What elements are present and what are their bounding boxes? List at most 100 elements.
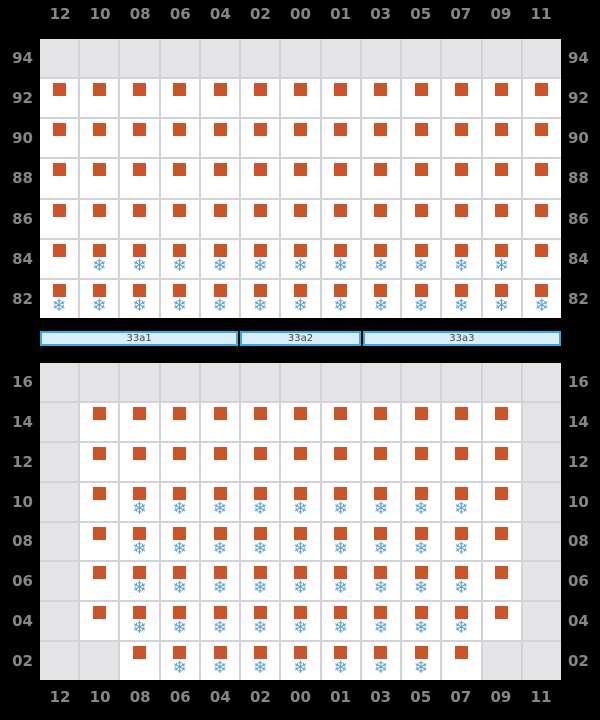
bay-cell[interactable]: ❄ [281, 562, 320, 601]
bay-cell[interactable]: ❄ [522, 279, 561, 318]
bay-cell[interactable]: ❄ [200, 239, 240, 278]
bay-cell[interactable]: ❄ [361, 522, 401, 561]
bay-cell[interactable] [241, 402, 280, 441]
bay-cell[interactable]: ❄ [160, 562, 199, 601]
bay-cell[interactable]: ❄ [160, 482, 199, 521]
bay-cell[interactable] [120, 402, 159, 441]
bay-cell[interactable]: ❄ [80, 239, 119, 278]
bay-cell[interactable]: ❄ [281, 239, 320, 278]
bay-cell[interactable] [482, 159, 521, 198]
bay-cell[interactable] [160, 442, 199, 481]
bay-cell[interactable]: ❄ [482, 279, 521, 318]
bay-cell[interactable] [40, 119, 79, 158]
bay-cell[interactable] [442, 119, 481, 158]
bay-cell[interactable]: ❄ [321, 279, 360, 318]
bay-cell[interactable]: ❄ [200, 482, 240, 521]
bay-cell[interactable] [80, 79, 119, 118]
bay-cell[interactable] [80, 199, 119, 238]
bay-cell[interactable]: ❄ [160, 602, 199, 641]
bay-cell[interactable]: ❄ [241, 522, 280, 561]
bay-cell[interactable] [241, 159, 280, 198]
bay-cell[interactable] [482, 602, 521, 641]
bay-cell[interactable]: ❄ [241, 239, 280, 278]
bay-cell[interactable] [321, 119, 360, 158]
bay-cell[interactable]: ❄ [442, 522, 481, 561]
bay-cell[interactable] [361, 159, 401, 198]
bay-cell[interactable]: ❄ [80, 279, 119, 318]
bay-cell[interactable]: ❄ [482, 239, 521, 278]
bay-cell[interactable] [120, 79, 159, 118]
bay-cell[interactable]: ❄ [281, 642, 320, 680]
bay-cell[interactable]: ❄ [442, 602, 481, 641]
bay-cell[interactable] [321, 402, 360, 441]
bay-cell[interactable] [402, 199, 441, 238]
bay-cell[interactable]: ❄ [321, 642, 360, 680]
bay-cell[interactable]: ❄ [281, 602, 320, 641]
bay-cell[interactable]: ❄ [361, 239, 401, 278]
bay-cell[interactable] [40, 199, 79, 238]
bay-cell[interactable] [482, 562, 521, 601]
bay-cell[interactable] [402, 79, 441, 118]
bay-cell[interactable] [200, 199, 240, 238]
bay-cell[interactable] [442, 159, 481, 198]
bay-cell[interactable]: ❄ [361, 602, 401, 641]
bay-cell[interactable] [80, 562, 119, 601]
bay-cell[interactable] [200, 119, 240, 158]
bay-cell[interactable]: ❄ [200, 522, 240, 561]
bay-cell[interactable] [442, 79, 481, 118]
bay-cell[interactable] [160, 79, 199, 118]
bay-cell[interactable]: ❄ [241, 642, 280, 680]
bay-cell[interactable] [40, 239, 79, 278]
bay-cell[interactable] [241, 119, 280, 158]
bay-cell[interactable]: ❄ [402, 642, 441, 680]
bay-cell[interactable] [442, 199, 481, 238]
bay-cell[interactable] [120, 159, 159, 198]
bay-cell[interactable] [120, 119, 159, 158]
bay-cell[interactable]: ❄ [200, 279, 240, 318]
hatch-cover[interactable]: 33a2 [240, 331, 361, 346]
bay-cell[interactable] [361, 442, 401, 481]
bay-cell[interactable]: ❄ [361, 642, 401, 680]
bay-cell[interactable] [522, 119, 561, 158]
bay-cell[interactable]: ❄ [200, 642, 240, 680]
bay-cell[interactable]: ❄ [402, 602, 441, 641]
bay-cell[interactable] [321, 442, 360, 481]
bay-cell[interactable] [321, 199, 360, 238]
bay-cell[interactable]: ❄ [200, 602, 240, 641]
bay-cell[interactable] [442, 642, 481, 680]
bay-cell[interactable]: ❄ [281, 522, 320, 561]
bay-cell[interactable] [120, 642, 159, 680]
bay-cell[interactable] [522, 239, 561, 278]
bay-cell[interactable] [482, 199, 521, 238]
bay-cell[interactable] [200, 159, 240, 198]
bay-cell[interactable] [80, 522, 119, 561]
bay-cell[interactable] [281, 79, 320, 118]
bay-cell[interactable]: ❄ [402, 562, 441, 601]
bay-cell[interactable] [281, 119, 320, 158]
bay-cell[interactable]: ❄ [120, 279, 159, 318]
bay-cell[interactable] [200, 79, 240, 118]
bay-cell[interactable] [361, 79, 401, 118]
bay-cell[interactable]: ❄ [200, 562, 240, 601]
bay-cell[interactable] [241, 442, 280, 481]
bay-cell[interactable]: ❄ [321, 239, 360, 278]
bay-cell[interactable] [160, 159, 199, 198]
bay-cell[interactable]: ❄ [120, 239, 159, 278]
bay-cell[interactable]: ❄ [241, 482, 280, 521]
bay-cell[interactable]: ❄ [241, 602, 280, 641]
bay-cell[interactable] [160, 402, 199, 441]
bay-cell[interactable] [522, 79, 561, 118]
bay-cell[interactable] [361, 402, 401, 441]
bay-cell[interactable]: ❄ [120, 562, 159, 601]
bay-cell[interactable] [482, 119, 521, 158]
bay-cell[interactable]: ❄ [402, 279, 441, 318]
bay-cell[interactable]: ❄ [321, 602, 360, 641]
bay-cell[interactable] [361, 199, 401, 238]
bay-cell[interactable]: ❄ [442, 239, 481, 278]
bay-cell[interactable]: ❄ [281, 482, 320, 521]
bay-cell[interactable]: ❄ [402, 482, 441, 521]
bay-cell[interactable]: ❄ [281, 279, 320, 318]
bay-cell[interactable]: ❄ [402, 522, 441, 561]
bay-cell[interactable] [200, 442, 240, 481]
bay-cell[interactable] [80, 119, 119, 158]
